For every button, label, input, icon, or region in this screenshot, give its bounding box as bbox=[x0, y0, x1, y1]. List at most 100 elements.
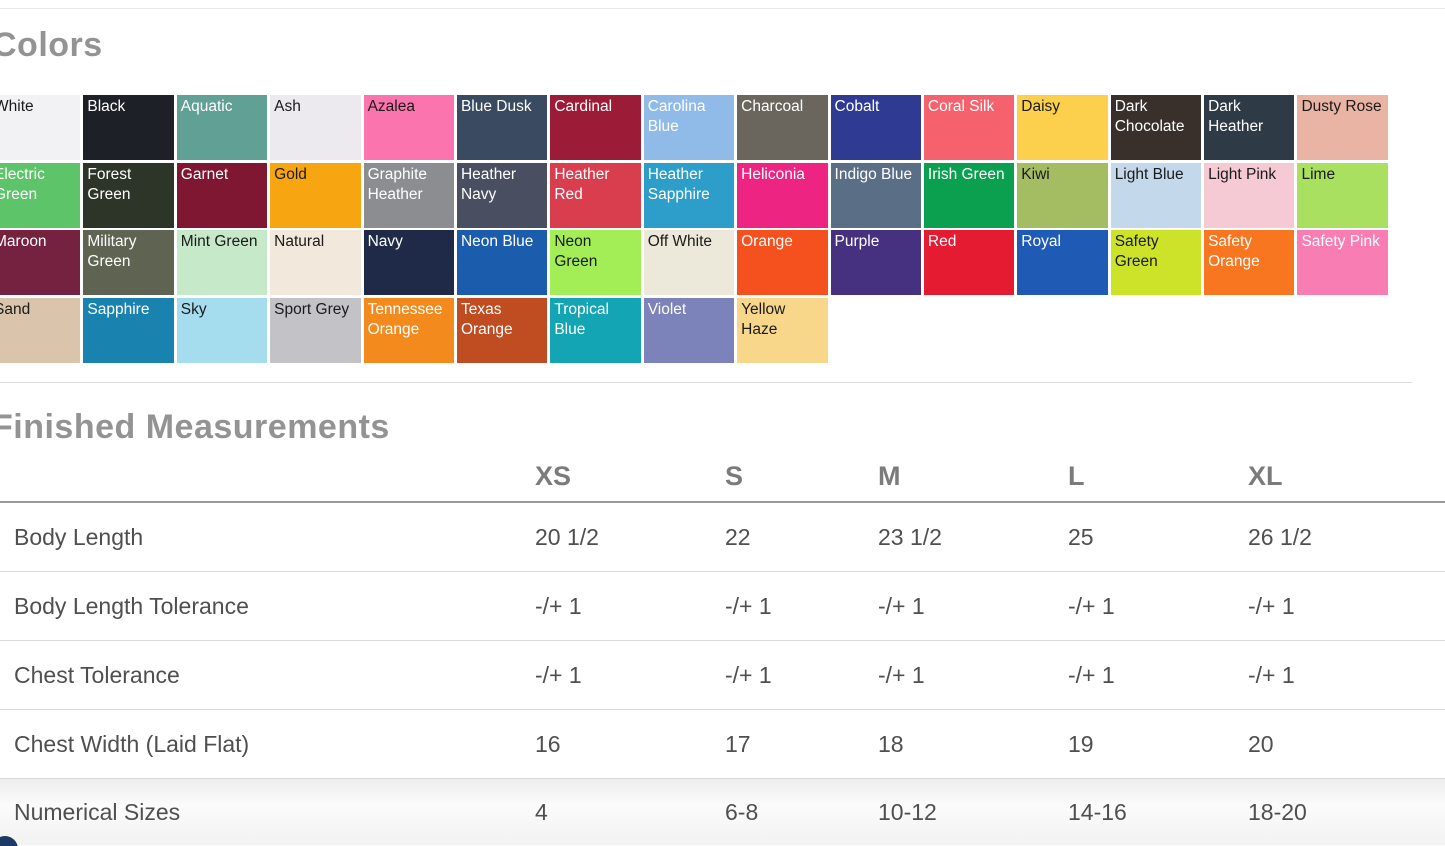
color-swatch-tropical-blue[interactable]: Tropical Blue bbox=[550, 297, 641, 363]
row-value: -/+ 1 bbox=[725, 592, 772, 619]
row-value: 16 bbox=[535, 730, 561, 757]
color-swatch-irish-green[interactable]: Irish Green bbox=[923, 162, 1015, 228]
color-swatch-blue-dusk[interactable]: Blue Dusk bbox=[456, 95, 548, 160]
color-swatch-neon-green[interactable]: Neon Green bbox=[550, 230, 641, 295]
color-swatch-sand[interactable]: Sand bbox=[0, 297, 81, 363]
color-swatch-label: Dark Heather bbox=[1208, 98, 1264, 136]
color-swatch-neon-blue[interactable]: Neon Blue bbox=[456, 230, 548, 295]
row-value: 25 bbox=[1068, 523, 1094, 550]
color-swatch-label: Heather Sapphire bbox=[647, 165, 710, 203]
color-swatch-heliconia[interactable]: Heliconia bbox=[737, 162, 828, 228]
color-swatch-red[interactable]: Red bbox=[923, 230, 1015, 295]
color-swatch-electric-green[interactable]: Electric Green bbox=[0, 162, 81, 228]
color-swatch-label: Gold bbox=[274, 165, 307, 183]
color-swatch-dark-heather[interactable]: Dark Heather bbox=[1204, 95, 1295, 160]
color-swatch-label: Off White bbox=[647, 233, 713, 250]
color-swatch-label: Forest Green bbox=[87, 165, 132, 203]
color-swatch-yellow-haze[interactable]: Yellow Haze bbox=[737, 297, 828, 363]
color-swatch-navy[interactable]: Navy bbox=[363, 230, 454, 295]
color-swatch-label: Graphite Heather bbox=[367, 165, 428, 203]
color-swatch-label: Lime bbox=[1301, 165, 1336, 183]
row-value: -/+ 1 bbox=[878, 661, 925, 688]
color-swatch-label: Cobalt bbox=[834, 98, 880, 115]
color-swatch-label: Charcoal bbox=[741, 98, 804, 115]
color-swatch-violet[interactable]: Violet bbox=[643, 297, 735, 363]
row-label: Chest Width (Laid Flat) bbox=[14, 730, 250, 757]
measurements-header-row: XS S M L XL bbox=[0, 460, 1445, 503]
color-swatch-off-white[interactable]: Off White bbox=[643, 230, 735, 295]
color-swatch-label: Safety Green bbox=[1114, 233, 1159, 271]
color-swatch-heather-red[interactable]: Heather Red bbox=[550, 162, 641, 228]
color-swatch-label: Electric Green bbox=[0, 165, 45, 203]
color-swatch-gold[interactable]: Gold bbox=[270, 162, 361, 228]
section-divider bbox=[0, 382, 1412, 383]
color-swatch-label: Light Blue bbox=[1114, 165, 1184, 183]
color-swatch-texas-orange[interactable]: Texas Orange bbox=[456, 297, 548, 363]
color-swatch-cardinal[interactable]: Cardinal bbox=[550, 95, 641, 160]
corner-widget-icon[interactable] bbox=[0, 836, 18, 846]
color-swatch-indigo-blue[interactable]: Indigo Blue bbox=[830, 162, 921, 228]
color-swatch-safety-orange[interactable]: Safety Orange bbox=[1204, 230, 1295, 295]
color-swatch-label: Heather Navy bbox=[460, 165, 517, 203]
color-swatch-forest-green[interactable]: Forest Green bbox=[83, 162, 174, 228]
row-value: 18-20 bbox=[1248, 798, 1307, 825]
color-swatch-black[interactable]: Black bbox=[83, 95, 174, 160]
color-swatch-ash[interactable]: Ash bbox=[270, 95, 361, 160]
color-swatch-purple[interactable]: Purple bbox=[830, 230, 921, 295]
color-swatch-heather-sapphire[interactable]: Heather Sapphire bbox=[643, 162, 735, 228]
color-swatch-label: Coral Silk bbox=[927, 98, 995, 115]
table-row: Numerical Sizes 4 6-8 10-12 14-16 18-20 bbox=[0, 779, 1445, 845]
color-swatch-label: Navy bbox=[367, 233, 403, 250]
color-swatch-label: Mint Green bbox=[180, 233, 258, 250]
measurements-section-title: Finished Measurements bbox=[0, 408, 390, 446]
color-swatch-label: Dark Chocolate bbox=[1114, 98, 1185, 136]
color-swatch-dusty-rose[interactable]: Dusty Rose bbox=[1297, 95, 1388, 160]
color-swatch-carolina-blue[interactable]: Carolina Blue bbox=[643, 95, 735, 160]
color-swatch-label: Sand bbox=[0, 300, 31, 318]
color-swatch-safety-pink[interactable]: Safety Pink bbox=[1297, 230, 1388, 295]
color-swatch-white[interactable]: White bbox=[0, 95, 81, 160]
row-value: 26 1/2 bbox=[1248, 523, 1312, 550]
table-row: Chest Width (Laid Flat) 16 17 18 19 20 bbox=[0, 710, 1445, 779]
color-swatch-heather-navy[interactable]: Heather Navy bbox=[456, 162, 548, 228]
color-swatch-maroon[interactable]: Maroon bbox=[0, 230, 81, 295]
color-swatch-dark-chocolate[interactable]: Dark Chocolate bbox=[1110, 95, 1202, 160]
color-swatch-label: Ash bbox=[274, 98, 301, 115]
color-swatch-label: Sport Grey bbox=[274, 300, 350, 318]
color-swatch-label: Safety Pink bbox=[1301, 233, 1380, 250]
color-swatch-cobalt[interactable]: Cobalt bbox=[830, 95, 921, 160]
color-swatch-sky[interactable]: Sky bbox=[176, 297, 268, 363]
color-swatch-label: Neon Blue bbox=[460, 233, 534, 250]
color-swatch-graphite-heather[interactable]: Graphite Heather bbox=[363, 162, 454, 228]
color-swatch-mint-green[interactable]: Mint Green bbox=[176, 230, 268, 295]
color-swatch-military-green[interactable]: Military Green bbox=[83, 230, 174, 295]
color-swatch-sport-grey[interactable]: Sport Grey bbox=[270, 297, 361, 363]
row-label: Chest Tolerance bbox=[14, 661, 180, 688]
color-swatch-label: Irish Green bbox=[927, 165, 1005, 183]
color-swatch-royal[interactable]: Royal bbox=[1017, 230, 1108, 295]
measurements-table: XS S M L XL Body Length 20 1/2 22 23 1/2 25 26 1/… bbox=[0, 460, 1445, 845]
color-swatch-sapphire[interactable]: Sapphire bbox=[83, 297, 174, 363]
color-swatch-label: Maroon bbox=[0, 233, 47, 250]
color-swatch-aquatic[interactable]: Aquatic bbox=[176, 95, 268, 160]
color-swatch-kiwi[interactable]: Kiwi bbox=[1017, 162, 1108, 228]
color-swatch-light-blue[interactable]: Light Blue bbox=[1110, 162, 1202, 228]
color-swatch-coral-silk[interactable]: Coral Silk bbox=[923, 95, 1015, 160]
color-swatch-label: Tennessee Orange bbox=[367, 300, 443, 338]
size-column-header-s: S bbox=[725, 461, 744, 491]
color-swatch-light-pink[interactable]: Light Pink bbox=[1204, 162, 1295, 228]
color-swatch-natural[interactable]: Natural bbox=[270, 230, 361, 295]
color-swatch-charcoal[interactable]: Charcoal bbox=[737, 95, 828, 160]
color-swatch-tennessee-orange[interactable]: Tennessee Orange bbox=[363, 297, 454, 363]
size-column-header-xl: XL bbox=[1248, 461, 1283, 491]
color-swatch-daisy[interactable]: Daisy bbox=[1017, 95, 1108, 160]
color-swatch-label: Azalea bbox=[367, 98, 415, 115]
color-swatch-lime[interactable]: Lime bbox=[1297, 162, 1388, 228]
color-swatch-label: Aquatic bbox=[180, 98, 233, 115]
color-swatch-safety-green[interactable]: Safety Green bbox=[1110, 230, 1202, 295]
color-swatch-azalea[interactable]: Azalea bbox=[363, 95, 454, 160]
color-swatch-label: Yellow Haze bbox=[741, 300, 786, 338]
color-swatch-garnet[interactable]: Garnet bbox=[176, 162, 268, 228]
color-swatch-orange[interactable]: Orange bbox=[737, 230, 828, 295]
color-swatch-label: Purple bbox=[834, 233, 880, 250]
